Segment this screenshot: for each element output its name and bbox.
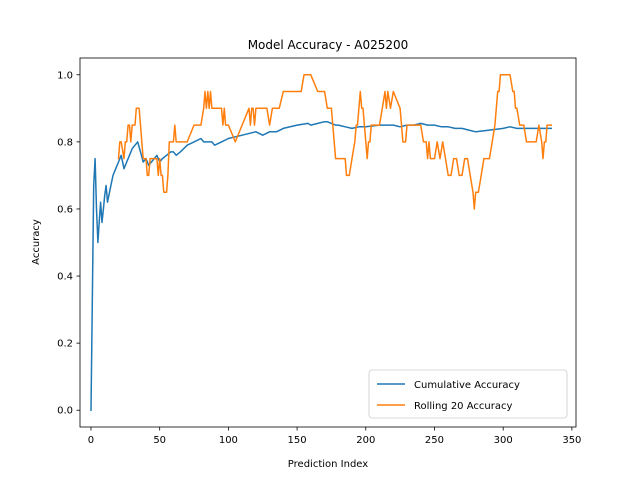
axes: 0 50 100 150 200 250 300 350 0.0 0.2 0.4 0.6 0.8 1.0	[57, 57, 581, 446]
y-tick-label: 0.2	[57, 339, 73, 350]
series-line-0	[90, 120, 553, 411]
legend: Cumulative Accuracy Rolling 20 Accuracy	[368, 369, 568, 419]
y-tick-label: 1.0	[57, 70, 73, 81]
y-tick-label: 0.4	[57, 272, 73, 283]
y-tick-label: 0.8	[57, 137, 73, 148]
legend-label-0: Cumulative Accuracy	[414, 380, 520, 391]
series-line-1	[117, 74, 553, 210]
y-tick-label: 0.6	[57, 204, 73, 215]
y-axis-title: Accuracy	[31, 219, 42, 265]
x-tick-label: 150	[288, 435, 307, 446]
axes-frame	[79, 57, 577, 428]
x-axis-title: Prediction Index	[288, 459, 368, 470]
chart-title: Model Accuracy - A025200	[248, 38, 409, 52]
x-tick-label: 200	[356, 435, 375, 446]
legend-box	[368, 369, 568, 419]
x-tick-label: 50	[153, 435, 166, 446]
x-tick-label: 300	[494, 435, 513, 446]
plot-area	[90, 74, 553, 411]
y-tick-label: 0.0	[57, 406, 73, 417]
x-tick-label: 0	[88, 435, 94, 446]
x-tick-label: 100	[219, 435, 238, 446]
legend-label-1: Rolling 20 Accuracy	[414, 401, 512, 412]
x-tick-label: 350	[562, 435, 581, 446]
x-tick-label: 250	[425, 435, 444, 446]
